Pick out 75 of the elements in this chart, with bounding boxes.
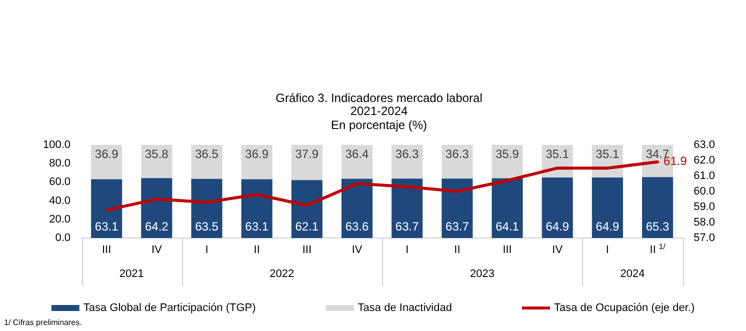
data-label: 36.9 (94, 147, 119, 162)
data-label: 62.1 (295, 219, 319, 234)
x-tick-label: I (606, 244, 609, 256)
data-label: 63.7 (446, 219, 470, 234)
bar (291, 180, 322, 238)
legend-label: Tasa de Ocupación (eje der.) (554, 302, 695, 314)
text: 1/ Cifras preliminares. (4, 318, 82, 328)
chart-title: Gráfico 3. Indicadores mercado laboral 2021-2024 (276, 90, 482, 118)
y-tick-label: 20.0 (49, 213, 71, 226)
data-label: 63.1 (94, 219, 119, 234)
x-tick-label: III (302, 244, 312, 256)
y2-tick-label: 60.0 (694, 185, 716, 198)
x-tick-label: IV (552, 244, 564, 256)
y2-tick-label: 59.0 (694, 200, 716, 213)
y2-tick-label: 63.0 (694, 138, 716, 151)
data-label: 63.5 (195, 219, 219, 234)
text: 2024 (620, 268, 645, 280)
bar (91, 179, 122, 238)
bar (191, 144, 222, 179)
bar (392, 144, 423, 179)
legend-label: Tasa de Inactividad (358, 302, 452, 314)
data-label: 64.9 (596, 219, 620, 234)
data-label: 36.5 (195, 147, 219, 162)
data-label: 63.1 (245, 219, 269, 234)
bar (141, 178, 172, 238)
bar (442, 144, 473, 179)
bar (392, 178, 423, 238)
bar (341, 144, 373, 179)
x-tick-label: IV (151, 244, 163, 256)
bar (642, 177, 674, 238)
x-tick-label: III (102, 244, 112, 256)
text: 2023 (470, 268, 494, 280)
data-label: 35.1 (546, 147, 570, 162)
data-label: 64.2 (144, 219, 169, 234)
data-label: 36.3 (446, 147, 470, 162)
data-label: 36.3 (395, 147, 420, 162)
bar (492, 178, 523, 238)
bar (291, 144, 322, 180)
x-tick-label: I (205, 244, 208, 256)
y2-tick-label: 62.0 (694, 154, 716, 166)
y-tick-label: 60.0 (49, 176, 71, 188)
text: 2022 (270, 268, 294, 280)
x-tick-label: II (454, 244, 460, 256)
bar (341, 178, 373, 238)
chart-subtitle: En porcentaje (%) (330, 118, 428, 132)
data-label: 36.4 (345, 147, 370, 162)
y-tick-label: 80.0 (49, 157, 71, 170)
y-tick-label: 40.0 (49, 194, 71, 207)
x-tick-label: III (502, 244, 512, 256)
x-tick-label: I (406, 244, 409, 256)
bar (542, 178, 573, 238)
bar (241, 144, 272, 180)
data-label: 64.9 (546, 219, 570, 234)
legend-label: Tasa Global de Participación (TGP) (83, 302, 256, 314)
bar (241, 179, 272, 238)
bar (442, 178, 473, 238)
data-label: 35.8 (144, 147, 169, 162)
bar (191, 178, 222, 238)
y-tick-label: 100.0 (42, 138, 71, 151)
y-tick-label: 0.0 (55, 232, 71, 244)
x-tick-label: IV (352, 244, 363, 256)
y2-tick-label: 58.0 (694, 216, 716, 228)
data-label: 36.9 (245, 147, 269, 162)
x-tick-label: II (254, 244, 260, 256)
y2-tick-label: 57.0 (694, 232, 716, 244)
y2-tick-label: 61.0 (694, 170, 716, 182)
data-label: 63.6 (345, 219, 370, 234)
text: 2021 (119, 268, 144, 280)
data-label: 37.9 (295, 147, 319, 162)
data-label: 64.1 (496, 219, 520, 234)
data-label: 35.9 (496, 147, 520, 162)
data-label: 65.3 (646, 219, 670, 234)
data-label: 35.1 (596, 147, 620, 162)
data-label: 63.7 (395, 219, 420, 234)
bar (592, 178, 623, 238)
